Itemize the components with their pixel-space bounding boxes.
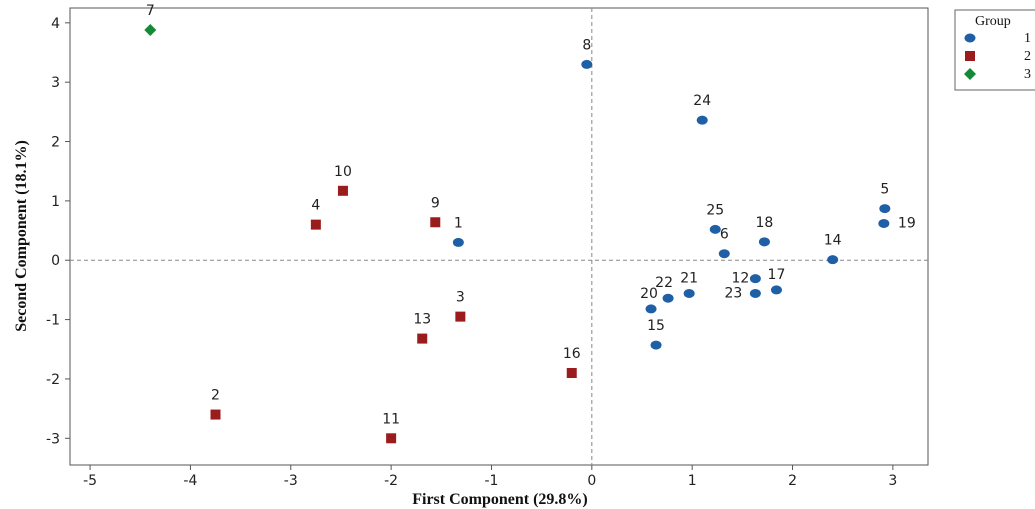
point-group-1 [827, 255, 839, 265]
plot-area-frame [69, 7, 929, 466]
point-label: 14 [824, 233, 842, 249]
point-group-1 [581, 59, 593, 69]
y-tick-label: -2 [46, 372, 60, 388]
point-group-2 [430, 217, 441, 228]
point-label: 7 [146, 3, 155, 19]
reference-lines [70, 8, 928, 465]
y-tick-label: 1 [51, 194, 60, 210]
y-tick-label: 2 [51, 135, 60, 151]
point-group-1 [718, 249, 730, 259]
point-group-1 [650, 340, 662, 350]
legend-title: Group [975, 14, 1011, 29]
point-group-1 [770, 285, 782, 295]
legend-marker-1 [964, 33, 976, 43]
y-tick-label: -3 [46, 431, 60, 447]
legend-box [954, 9, 1035, 91]
point-group-2 [386, 433, 397, 444]
point-label: 1 [454, 215, 463, 231]
y-tick-label: 3 [51, 75, 60, 91]
point-group-1 [878, 218, 890, 228]
point-group-3 [144, 23, 157, 36]
point-group-2 [455, 311, 466, 322]
point-label: 5 [880, 182, 889, 198]
point-label: 13 [413, 312, 431, 328]
point-group-2 [310, 219, 321, 230]
point-label: 23 [724, 285, 742, 301]
point-label: 4 [311, 198, 320, 214]
x-tick-label: 3 [888, 473, 897, 489]
point-label: 22 [655, 275, 673, 291]
point-label: 19 [898, 215, 916, 231]
point-label: 16 [563, 346, 581, 362]
point-label: 21 [680, 270, 698, 286]
legend-marker-3 [964, 68, 976, 80]
point-label: 15 [647, 318, 665, 334]
x-tick-label: -5 [83, 473, 97, 489]
legend: Group 1 2 3 [954, 9, 1035, 91]
point-label: 20 [640, 286, 658, 302]
y-tick-label: -1 [46, 313, 60, 329]
y-axis: -3 -2 -1 0 1 2 3 4 [46, 16, 70, 447]
point-group-2 [417, 333, 428, 344]
point-label: 6 [720, 227, 729, 243]
point-group-1 [879, 204, 891, 214]
x-tick-label: -4 [183, 473, 197, 489]
y-tick-label: 0 [51, 253, 60, 269]
point-label: 17 [768, 267, 786, 283]
point-label: 8 [582, 37, 591, 53]
point-group-1 [452, 237, 464, 247]
point-group-2 [210, 409, 221, 420]
point-label: 9 [431, 195, 440, 211]
point-label: 25 [706, 202, 724, 218]
point-label: 3 [456, 290, 465, 306]
x-tick-label: 1 [688, 473, 697, 489]
x-tick-label: 0 [587, 473, 596, 489]
legend-items: 1 2 3 [964, 31, 1031, 82]
point-group-2 [566, 368, 577, 379]
x-tick-label: -2 [384, 473, 398, 489]
point-group-1 [696, 115, 708, 125]
point-label: 10 [334, 164, 352, 180]
data-points [144, 23, 891, 444]
x-axis-title: First Component (29.8%) [412, 491, 588, 508]
legend-label: 1 [1024, 31, 1031, 46]
point-group-1 [749, 274, 761, 284]
x-tick-label: -3 [284, 473, 298, 489]
x-tick-label: -1 [484, 473, 498, 489]
x-axis: -5 -4 -3 -2 -1 0 1 2 3 [83, 465, 897, 489]
point-label: 2 [211, 388, 220, 404]
y-axis-title: Second Component (18.1%) [13, 140, 30, 332]
point-group-2 [337, 185, 348, 196]
point-group-1 [645, 304, 657, 314]
x-tick-label: 2 [788, 473, 797, 489]
point-group-1 [683, 288, 695, 298]
legend-marker-2 [965, 51, 975, 61]
point-label: 12 [731, 271, 749, 287]
point-label: 11 [382, 411, 400, 427]
point-group-1 [662, 293, 674, 303]
y-tick-label: 4 [51, 16, 60, 32]
point-group-1 [749, 288, 761, 298]
legend-label: 3 [1024, 67, 1031, 82]
point-group-1 [758, 237, 770, 247]
point-label: 24 [693, 93, 711, 109]
legend-label: 2 [1024, 49, 1031, 64]
point-label: 18 [756, 215, 774, 231]
point-group-1 [709, 224, 721, 234]
